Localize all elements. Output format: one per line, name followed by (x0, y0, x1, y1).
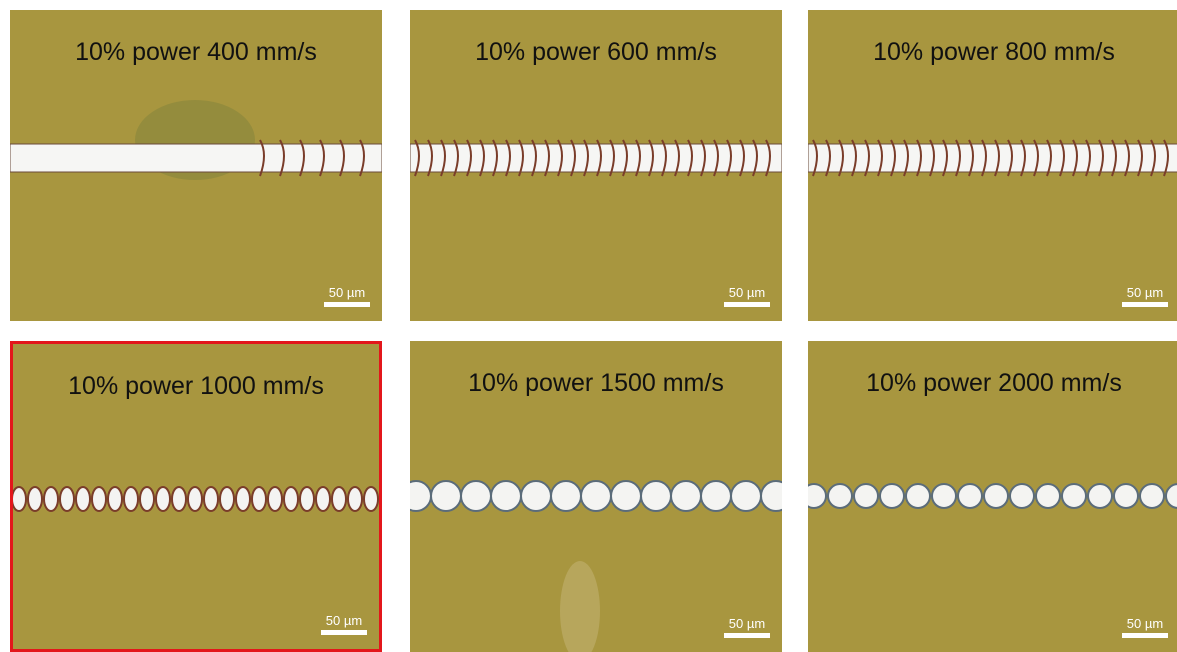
scale-bar (324, 302, 370, 307)
melt-pool (124, 487, 138, 511)
melt-pool (1088, 484, 1112, 508)
melt-pool (140, 487, 154, 511)
melt-pool (1114, 484, 1138, 508)
scale-label: 50 µm (729, 616, 765, 631)
melt-pool (461, 481, 491, 511)
melt-pool (1140, 484, 1164, 508)
melt-pool (611, 481, 641, 511)
scale-bar (1122, 302, 1168, 307)
melt-pool (300, 487, 314, 511)
melt-pool (188, 487, 202, 511)
melt-pool (431, 481, 461, 511)
panel-label: 10% power 2000 mm/s (808, 369, 1177, 398)
melt-pool (551, 481, 581, 511)
scale-label: 50 µm (1127, 616, 1163, 631)
scale-label: 50 µm (326, 613, 362, 628)
scale-bar (724, 633, 770, 638)
melt-pool (521, 481, 551, 511)
melt-pool (1062, 484, 1086, 508)
panel-label: 10% power 1500 mm/s (410, 369, 782, 398)
melt-pool (581, 481, 611, 511)
melt-pool (761, 481, 782, 511)
micrograph-panel: 10% power 2000 mm/s 50 µm (808, 341, 1177, 652)
melt-pool (13, 487, 26, 511)
melt-pool (1010, 484, 1034, 508)
melt-pool (364, 487, 378, 511)
melt-pool (701, 481, 731, 511)
melt-pool (316, 487, 330, 511)
scale-bar-group: 50 µm (321, 613, 367, 635)
scale-label: 50 µm (329, 285, 365, 300)
melt-pool (958, 484, 982, 508)
melt-pool (1036, 484, 1060, 508)
scale-bar-group: 50 µm (724, 616, 770, 638)
melt-pool (220, 487, 234, 511)
melt-pool (932, 484, 956, 508)
melt-pool (44, 487, 58, 511)
melt-pool (854, 484, 878, 508)
scale-label: 50 µm (729, 285, 765, 300)
micrograph-panel: 10% power 1500 mm/s 50 µm (410, 341, 782, 652)
scale-bar (1122, 633, 1168, 638)
melt-pool (156, 487, 170, 511)
melt-pool (332, 487, 346, 511)
scale-label: 50 µm (1127, 285, 1163, 300)
scale-bar-group: 50 µm (324, 285, 370, 307)
melt-pool (348, 487, 362, 511)
scale-bar-group: 50 µm (1122, 285, 1168, 307)
melt-pool (108, 487, 122, 511)
melt-pool (880, 484, 904, 508)
scale-bar (724, 302, 770, 307)
panel-label: 10% power 400 mm/s (10, 38, 382, 67)
micrograph-panel: 10% power 400 mm/s 50 µm (10, 10, 382, 321)
melt-pool (252, 487, 266, 511)
scale-bar-group: 50 µm (724, 285, 770, 307)
laser-track (10, 144, 382, 172)
micrograph-panel: 10% power 800 mm/s 50 µm (808, 10, 1177, 321)
melt-pool (731, 481, 761, 511)
melt-pool (204, 487, 218, 511)
melt-pool (491, 481, 521, 511)
melt-pool (28, 487, 42, 511)
melt-pool (1166, 484, 1177, 508)
melt-pool (906, 484, 930, 508)
scale-bar (321, 630, 367, 635)
melt-pool (60, 487, 74, 511)
melt-pool (984, 484, 1008, 508)
laser-track (410, 144, 782, 172)
melt-pool (268, 487, 282, 511)
laser-track (808, 144, 1177, 172)
melt-pool (76, 487, 90, 511)
stain (560, 561, 600, 652)
melt-pool (92, 487, 106, 511)
melt-pool (671, 481, 701, 511)
micrograph-panel: 10% power 600 mm/s 50 µm (410, 10, 782, 321)
melt-pool (410, 481, 431, 511)
melt-pool (641, 481, 671, 511)
micrograph-panel: 10% power 1000 mm/s 50 µm (10, 341, 382, 652)
scale-bar-group: 50 µm (1122, 616, 1168, 638)
melt-pool (172, 487, 186, 511)
panel-label: 10% power 1000 mm/s (13, 372, 379, 401)
panel-label: 10% power 800 mm/s (808, 38, 1177, 67)
melt-pool (236, 487, 250, 511)
figure: 10% power 400 mm/s50 µm10% power 600 mm/… (0, 0, 1177, 652)
melt-pool (828, 484, 852, 508)
panel-label: 10% power 600 mm/s (410, 38, 782, 67)
melt-pool (808, 484, 826, 508)
melt-pool (284, 487, 298, 511)
